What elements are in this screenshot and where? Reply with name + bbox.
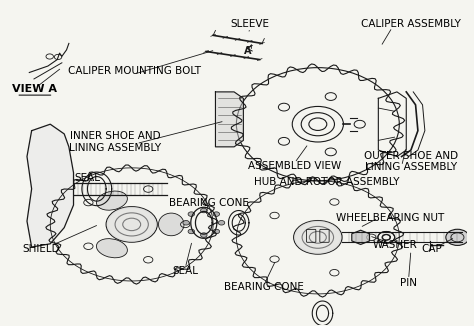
Text: CALIPER MOUNTING BOLT: CALIPER MOUNTING BOLT <box>67 66 201 76</box>
Text: SHIELD: SHIELD <box>22 244 60 254</box>
Text: CALIPER ASSEMBLY: CALIPER ASSEMBLY <box>361 19 461 29</box>
Text: SEAL: SEAL <box>172 266 198 276</box>
Text: SEAL: SEAL <box>74 172 100 183</box>
Circle shape <box>446 229 469 245</box>
Ellipse shape <box>158 213 184 236</box>
FancyArrowPatch shape <box>249 45 252 49</box>
Ellipse shape <box>96 239 128 258</box>
Text: ASSEMBLED VIEW: ASSEMBLED VIEW <box>248 161 341 171</box>
Circle shape <box>218 220 225 225</box>
Circle shape <box>108 208 156 241</box>
Text: OUTER SHOE AND
LINING ASSEMBLY: OUTER SHOE AND LINING ASSEMBLY <box>364 151 458 172</box>
Text: WHEELBEARING NUT: WHEELBEARING NUT <box>336 213 444 223</box>
Text: A: A <box>244 47 252 56</box>
Circle shape <box>295 221 341 253</box>
Circle shape <box>201 233 207 237</box>
Polygon shape <box>27 124 73 247</box>
Circle shape <box>201 208 207 213</box>
Circle shape <box>213 212 219 216</box>
Text: SLEEVE: SLEEVE <box>231 19 270 29</box>
Text: INNER SHOE AND
LINING ASSEMBLY: INNER SHOE AND LINING ASSEMBLY <box>69 131 162 153</box>
Text: BEARING CONE: BEARING CONE <box>169 199 248 208</box>
Text: PIN: PIN <box>400 278 417 288</box>
Circle shape <box>188 229 194 234</box>
Text: CAP: CAP <box>421 244 442 254</box>
Circle shape <box>213 229 219 234</box>
Circle shape <box>188 212 194 216</box>
Polygon shape <box>352 230 370 244</box>
Text: BEARING CONE: BEARING CONE <box>224 282 304 292</box>
Circle shape <box>183 220 190 225</box>
Text: VIEW A: VIEW A <box>12 84 57 94</box>
Ellipse shape <box>96 191 128 210</box>
Polygon shape <box>216 92 243 147</box>
Text: WASHER: WASHER <box>372 240 417 250</box>
Text: HUB AND ROTOR ASSEMBLY: HUB AND ROTOR ASSEMBLY <box>255 177 400 187</box>
